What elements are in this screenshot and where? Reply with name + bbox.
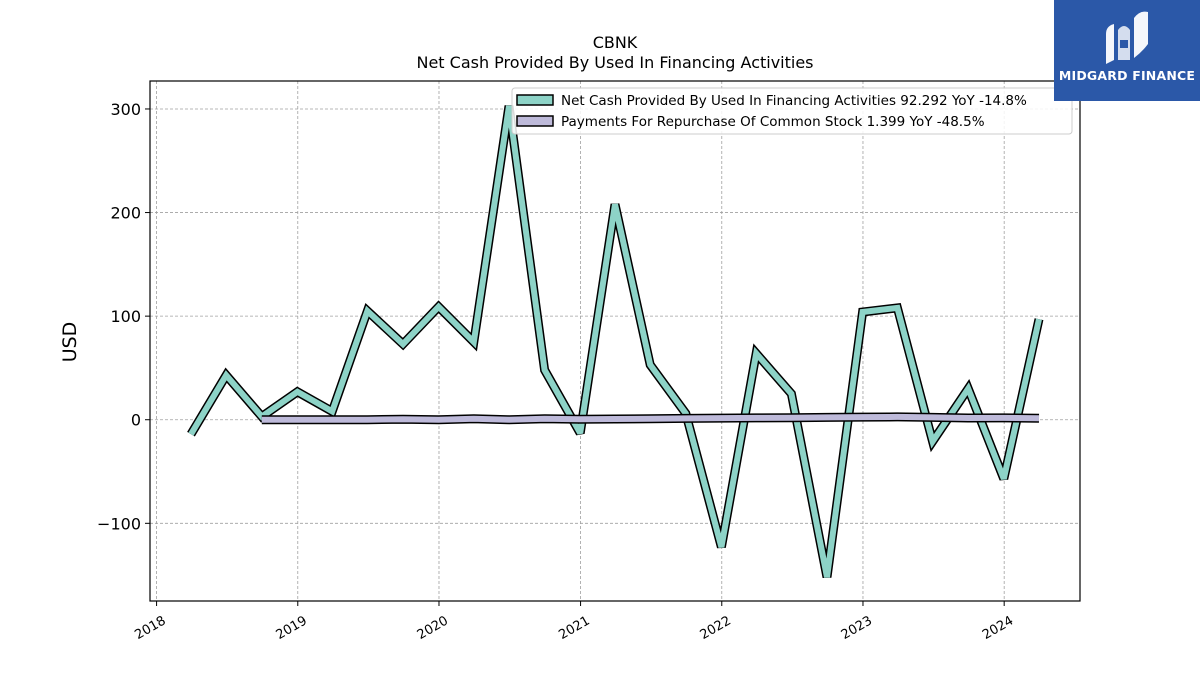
logo-mark-icon (1106, 11, 1148, 64)
y-axis-label: USD (59, 322, 81, 363)
x-tick-label: 2022 (698, 613, 734, 643)
series-line-repurchase-common-stock (261, 413, 1040, 423)
chart-title: CBNK (593, 33, 638, 52)
logo-text: MIDGARD FINANCE (1058, 68, 1196, 83)
legend: Net Cash Provided By Used In Financing A… (511, 87, 1073, 135)
y-tick-label: 0 (131, 411, 141, 430)
legend-swatch-repurchase (516, 115, 554, 127)
legend-label-net-cash: Net Cash Provided By Used In Financing A… (561, 93, 1027, 109)
x-tick-label: 2018 (132, 613, 168, 643)
x-tick-label: 2024 (980, 613, 1016, 643)
x-tick-label: 2019 (274, 613, 310, 643)
grid-lines (150, 81, 1080, 601)
series-layer (187, 105, 1044, 579)
x-tick-label: 2023 (839, 613, 875, 643)
y-tick-label: −100 (97, 514, 141, 533)
legend-label-repurchase: Payments For Repurchase Of Common Stock … (561, 114, 985, 130)
series-outline-net-cash-financing (187, 105, 1044, 579)
x-tick-label: 2020 (415, 613, 451, 643)
legend-box (511, 87, 1073, 135)
series-line-net-cash-financing (188, 105, 1042, 578)
plot-frame (149, 80, 1081, 602)
chart-subtitle: Net Cash Provided By Used In Financing A… (416, 53, 813, 72)
x-tick-label: 2021 (556, 613, 592, 643)
midgard-finance-logo: MIDGARD FINANCE (1054, 0, 1200, 101)
y-tick-label: 200 (110, 204, 141, 223)
y-tick-label: 100 (110, 307, 141, 326)
axis-ticks: −100 0 100 200 300 2018 2019 2020 2021 2022 2023 20… (97, 100, 1016, 643)
legend-swatch-net-cash (516, 94, 554, 106)
y-tick-label: 300 (110, 100, 141, 119)
